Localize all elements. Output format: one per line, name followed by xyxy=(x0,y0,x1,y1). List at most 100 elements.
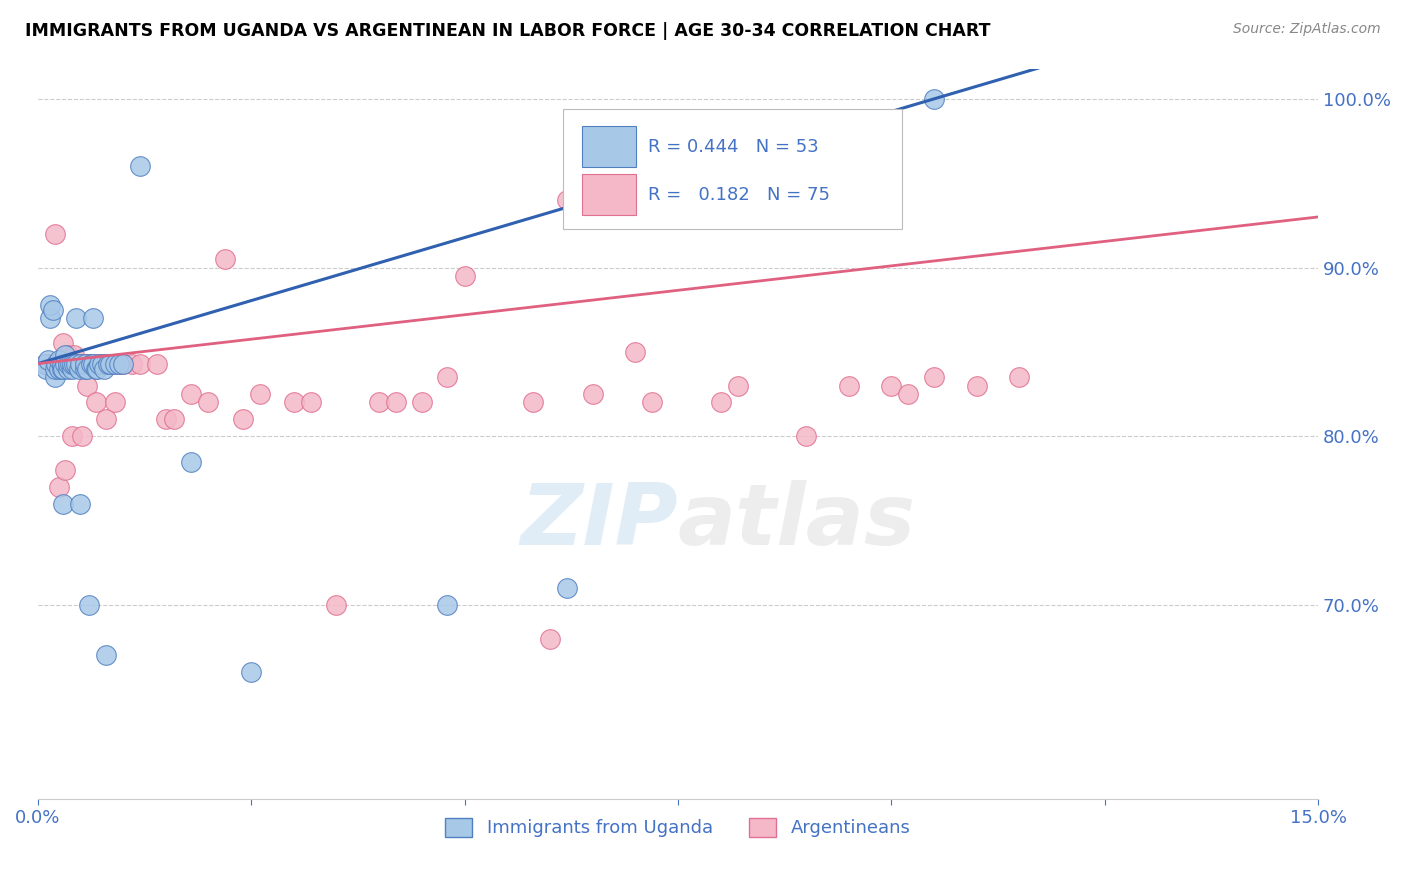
Text: IMMIGRANTS FROM UGANDA VS ARGENTINEAN IN LABOR FORCE | AGE 30-34 CORRELATION CHA: IMMIGRANTS FROM UGANDA VS ARGENTINEAN IN… xyxy=(25,22,991,40)
Point xyxy=(107,357,129,371)
Point xyxy=(62,348,84,362)
Point xyxy=(79,357,101,371)
Point xyxy=(39,311,62,326)
Point xyxy=(48,353,70,368)
Point xyxy=(45,357,67,371)
Point xyxy=(34,357,56,371)
Point xyxy=(76,361,98,376)
Point xyxy=(710,395,733,409)
Point xyxy=(641,395,664,409)
Point xyxy=(155,412,177,426)
Point xyxy=(385,395,408,409)
Point xyxy=(97,357,120,371)
Point xyxy=(411,395,433,409)
Point xyxy=(107,357,129,371)
Point xyxy=(89,357,111,371)
Point xyxy=(52,361,75,376)
Point xyxy=(93,361,115,376)
Point xyxy=(69,357,91,371)
Point xyxy=(197,395,219,409)
Point xyxy=(98,357,121,371)
Point xyxy=(97,357,120,371)
Point xyxy=(624,344,647,359)
Point xyxy=(48,480,70,494)
Point xyxy=(79,357,101,371)
Point xyxy=(44,227,66,241)
Point xyxy=(77,357,100,371)
Point xyxy=(65,311,87,326)
Point xyxy=(73,357,96,371)
Point xyxy=(62,357,84,371)
Point xyxy=(299,395,322,409)
Point xyxy=(59,357,82,371)
Point xyxy=(581,387,603,401)
Point xyxy=(146,357,169,371)
Point xyxy=(94,648,117,663)
Point xyxy=(53,357,76,371)
Point xyxy=(129,159,152,173)
Point xyxy=(60,429,83,443)
Point xyxy=(39,357,62,371)
Legend: Immigrants from Uganda, Argentineans: Immigrants from Uganda, Argentineans xyxy=(439,811,918,845)
Point xyxy=(112,357,135,371)
Point xyxy=(42,302,65,317)
Point xyxy=(44,370,66,384)
Point xyxy=(727,378,749,392)
Point xyxy=(35,361,58,376)
Text: Source: ZipAtlas.com: Source: ZipAtlas.com xyxy=(1233,22,1381,37)
Point xyxy=(838,378,860,392)
Point xyxy=(283,395,305,409)
Point xyxy=(42,357,65,371)
FancyBboxPatch shape xyxy=(582,175,636,215)
Point xyxy=(67,361,90,376)
Point xyxy=(56,357,79,371)
Point xyxy=(555,581,578,595)
Point xyxy=(53,463,76,477)
Point xyxy=(98,357,121,371)
Point xyxy=(368,395,391,409)
Point xyxy=(69,357,91,371)
Point xyxy=(73,357,96,371)
Point xyxy=(103,395,125,409)
Point xyxy=(60,357,83,371)
Point xyxy=(86,357,108,371)
Point xyxy=(51,357,73,371)
Point xyxy=(180,387,202,401)
Point xyxy=(77,598,100,612)
Point xyxy=(90,357,112,371)
Point xyxy=(69,497,91,511)
Text: R = 0.444   N = 53: R = 0.444 N = 53 xyxy=(648,137,820,156)
Point xyxy=(51,357,73,371)
Point xyxy=(73,361,96,376)
Point xyxy=(89,357,111,371)
Point xyxy=(1008,370,1031,384)
Point xyxy=(82,311,104,326)
Point xyxy=(37,353,59,368)
Point xyxy=(811,134,834,148)
Point xyxy=(48,361,70,376)
Point xyxy=(101,357,124,371)
FancyBboxPatch shape xyxy=(562,109,903,229)
Point xyxy=(232,412,254,426)
Point xyxy=(436,370,458,384)
Point xyxy=(922,370,945,384)
Point xyxy=(73,357,96,371)
Point xyxy=(52,497,75,511)
Point xyxy=(180,454,202,468)
Point xyxy=(51,361,73,376)
FancyBboxPatch shape xyxy=(582,126,636,167)
Point xyxy=(59,357,82,371)
Point xyxy=(240,665,263,680)
Point xyxy=(94,412,117,426)
Point xyxy=(45,357,67,371)
Point xyxy=(214,252,236,266)
Point xyxy=(966,378,988,392)
Point xyxy=(70,429,93,443)
Point xyxy=(53,348,76,362)
Point xyxy=(163,412,186,426)
Point xyxy=(794,429,817,443)
Point xyxy=(37,357,59,371)
Point xyxy=(880,378,903,392)
Point xyxy=(69,357,91,371)
Point xyxy=(436,598,458,612)
